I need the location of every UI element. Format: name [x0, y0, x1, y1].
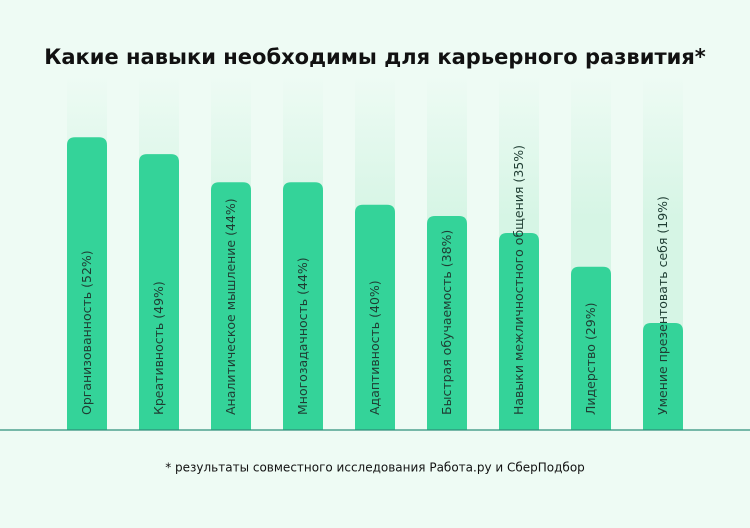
value-label: (38%)	[439, 230, 454, 268]
category-label: Умение презентовать себя	[655, 238, 670, 415]
bar	[139, 154, 179, 430]
category-label: Организованность	[79, 292, 94, 415]
value-label: (19%)	[655, 196, 670, 234]
bar	[427, 216, 467, 430]
category-label: Лидерство	[583, 344, 598, 415]
category-label: Адаптивность	[367, 322, 382, 415]
value-label: (44%)	[223, 198, 238, 236]
bar	[499, 232, 539, 430]
bar-label: Навыки межличностного общения (35%)	[511, 145, 526, 415]
bar	[67, 137, 107, 431]
value-label: (44%)	[295, 257, 310, 295]
category-label: Аналитическое мышление	[223, 240, 238, 415]
bar	[355, 204, 395, 430]
category-label: Быстрая обучаемость	[439, 271, 454, 415]
value-label: (40%)	[367, 280, 382, 318]
value-label: (29%)	[583, 303, 598, 341]
bar	[283, 182, 323, 430]
value-label: (35%)	[511, 145, 526, 183]
bar-label: Быстрая обучаемость (38%)	[439, 230, 454, 415]
value-label: (52%)	[79, 250, 94, 288]
bar	[571, 266, 611, 430]
category-label: Креативность	[151, 323, 166, 415]
category-label: Навыки межличностного общения	[511, 187, 526, 415]
footnote: * результаты совместного исследования Ра…	[165, 461, 585, 475]
chart-title: Какие навыки необходимы для карьерного р…	[44, 45, 706, 69]
bar-label: Аналитическое мышление (44%)	[223, 198, 238, 415]
bar	[211, 182, 251, 430]
bar-label: Лидерство (29%)	[583, 303, 598, 416]
bar-label: Организованность (52%)	[79, 250, 94, 415]
value-label: (49%)	[151, 281, 166, 319]
bar-label: Умение презентовать себя (19%)	[655, 196, 670, 415]
category-label: Многозадачность	[295, 299, 310, 415]
bar-label: Многозадачность (44%)	[295, 257, 310, 415]
bar-label: Креативность (49%)	[151, 281, 166, 415]
bar-label: Адаптивность (40%)	[367, 280, 382, 415]
bar	[643, 323, 683, 430]
